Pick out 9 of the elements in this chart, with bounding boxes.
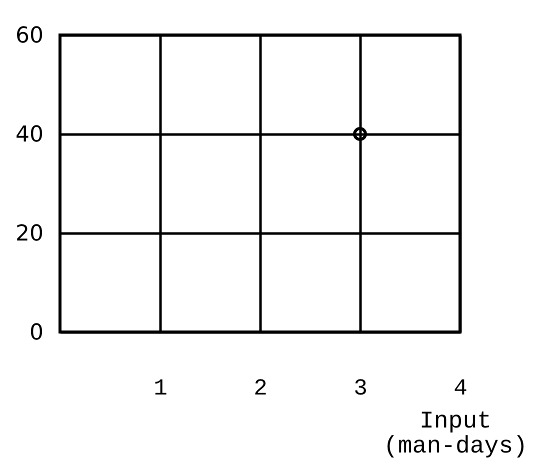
y-tick-label: 60 xyxy=(16,24,44,48)
y-tick-label: 0 xyxy=(30,320,44,346)
x-tick-label: 1 xyxy=(154,376,168,402)
x-tick-label: 2 xyxy=(254,376,268,402)
y-tick-label: 20 xyxy=(16,222,44,246)
x-tick-label: 4 xyxy=(454,376,468,402)
x-axis-title: Input (man-days) xyxy=(383,408,528,460)
y-tick-label: 40 xyxy=(16,122,44,148)
x-tick-label: 3 xyxy=(354,376,368,402)
